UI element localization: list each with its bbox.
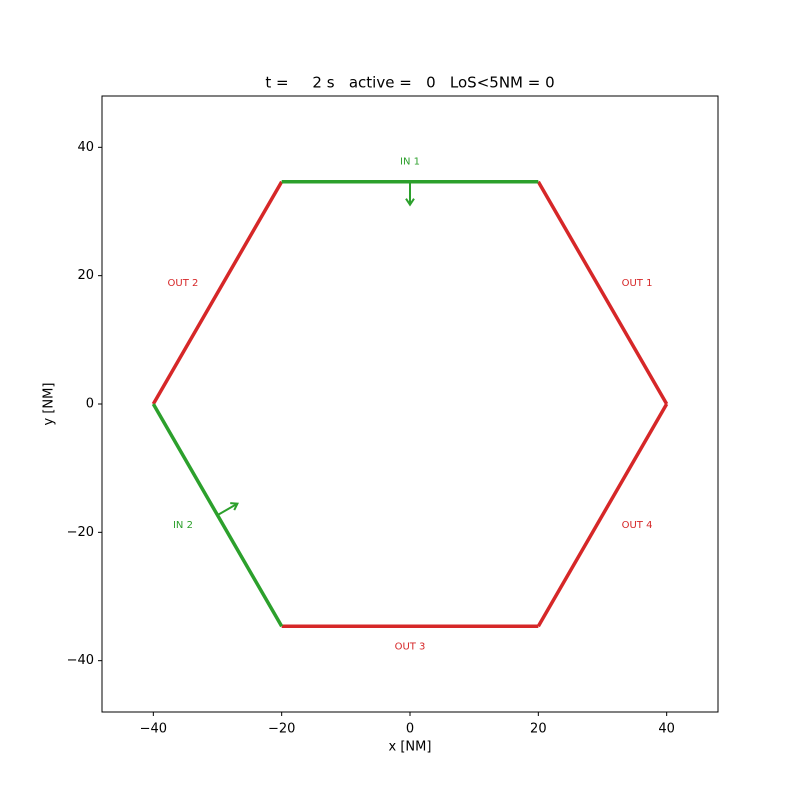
edge-label: IN 1 [400, 157, 420, 168]
y-tick-label: −20 [67, 525, 94, 540]
arrow-head [230, 502, 239, 511]
edge-line [151, 180, 284, 405]
x-axis-label: x [NM] [389, 740, 432, 755]
y-tick-label: 40 [77, 140, 94, 155]
y-tick-label: 0 [86, 397, 94, 412]
x-tick-label: 20 [530, 722, 547, 737]
edge-label: OUT 2 [168, 278, 199, 289]
x-tick-label: 40 [658, 722, 675, 737]
edge-line [536, 180, 669, 405]
x-tick-label: −40 [140, 722, 167, 737]
y-axis-label: y [NM] [42, 383, 57, 426]
direction-arrow [217, 502, 238, 517]
edge-line [536, 403, 669, 628]
edge-label: OUT 4 [622, 520, 653, 531]
y-tick-label: −40 [67, 653, 94, 668]
edge-label: OUT 1 [622, 278, 653, 289]
edge-label: OUT 3 [395, 641, 426, 652]
edge-label: IN 2 [173, 520, 193, 531]
x-tick-label: 0 [406, 722, 414, 737]
arrow-head [405, 198, 415, 207]
x-tick-label: −20 [268, 722, 295, 737]
chart-title: t = 2 s active = 0 LoS<5NM = 0 [265, 74, 554, 92]
y-tick-label: 20 [77, 268, 94, 283]
